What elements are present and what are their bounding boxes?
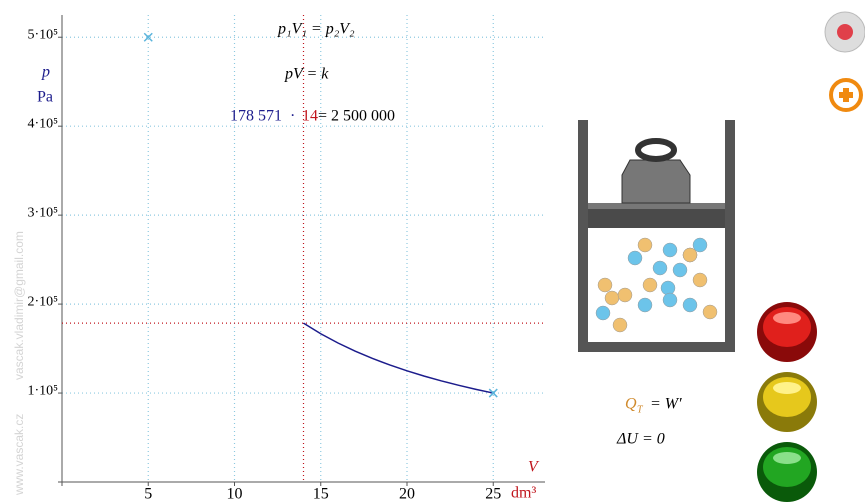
formula-dot: ·	[290, 108, 295, 125]
x-tick-label: 25	[485, 486, 501, 503]
heat-subscript: T	[637, 404, 644, 415]
x-tick-label: 10	[227, 486, 243, 503]
x-tick-label: 15	[313, 486, 329, 503]
x-axis-label: V	[528, 459, 540, 476]
formula-pressure: 178 571	[230, 108, 282, 125]
y-tick-label: 2·10⁵	[27, 294, 58, 309]
y-tick-label: 1·10⁵	[27, 383, 58, 398]
screen: www.vascak.cz vascak.vladimir@gmail.com …	[0, 0, 865, 504]
formula-law: p₁V₁ = p₂V₂	[277, 21, 355, 38]
state-marker	[144, 33, 152, 41]
x-tick-label: 20	[399, 486, 415, 503]
green-button[interactable]	[757, 442, 817, 502]
formula-volume: 14	[302, 108, 318, 125]
x-axis-unit: dm³	[511, 485, 536, 502]
y-tick-label: 4·10⁵	[27, 116, 58, 131]
work-label: = W′	[650, 396, 682, 413]
red-button[interactable]	[757, 302, 817, 362]
isotherm-curve	[304, 323, 494, 393]
record-button[interactable]	[825, 12, 865, 52]
x-tick-label: 5	[144, 486, 152, 503]
y-axis-label: p	[41, 64, 50, 81]
formula-product: = 2 500 000	[318, 108, 395, 125]
watermark-email: vascak.vladimir@gmail.com	[12, 231, 26, 380]
y-axis-unit: Pa	[37, 89, 53, 106]
y-tick-label: 3·10⁵	[27, 205, 58, 220]
chart: 5 10 15 20 25 1·10⁵ 2·10⁵ 3·10⁵ 4·10⁵ 5·10⁵ p Pa Vdm…	[27, 15, 545, 503]
add-button[interactable]	[831, 80, 861, 110]
heat-label: Q	[625, 396, 637, 413]
page: {"chart_data": {"type": "line", "xlim": …	[0, 0, 865, 504]
cylinder	[578, 120, 735, 352]
watermark-site: www.vascak.cz	[12, 414, 26, 496]
y-tick-label: 5·10⁵	[27, 27, 58, 42]
energy-label: ΔU = 0	[616, 431, 665, 448]
yellow-button[interactable]	[757, 372, 817, 432]
formula-constant: pV = k	[284, 66, 329, 83]
